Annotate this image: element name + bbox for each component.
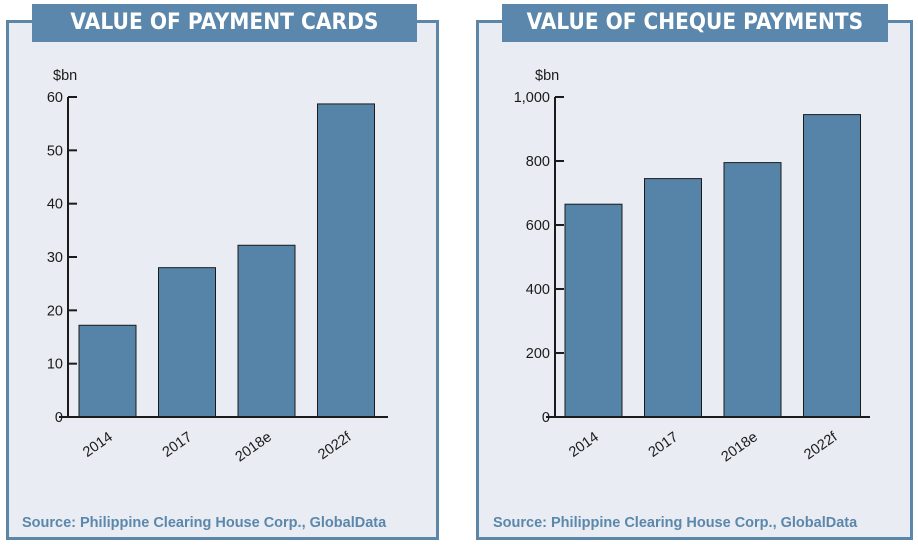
- y-axis-unit-label-cards: $bn: [53, 68, 77, 84]
- bar-cards-2017: [158, 267, 216, 418]
- y-tick-label-cheques-800: 800: [526, 154, 550, 170]
- bar-cards-2022f: [317, 103, 375, 418]
- y-tick-label-cheques-200: 200: [526, 346, 550, 362]
- y-tick-label-cheques-400: 400: [526, 282, 550, 298]
- y-tick-label-cheques-0: 0: [542, 410, 550, 426]
- bar-cards-2014: [78, 324, 137, 418]
- y-tick-label-cards-40: 40: [47, 197, 63, 213]
- bar-cards-2018e: [237, 244, 296, 418]
- y-tick-label-cards-50: 50: [47, 143, 63, 159]
- chart-title-cheque-payments: VALUE OF CHEQUE PAYMENTS: [502, 4, 888, 42]
- source-note-cheque-payments: Source: Philippine Clearing House Corp.,…: [493, 515, 858, 531]
- x-tick-label-cards-2017: 2017: [160, 429, 196, 461]
- bar-cheques-2018e: [723, 162, 782, 418]
- y-tick-label-cards-60: 60: [47, 90, 63, 106]
- y-tick-label-cheques-1,000: 1,000: [514, 90, 550, 106]
- bar-cheques-2014: [564, 203, 623, 418]
- y-tick-label-cards-0: 0: [55, 410, 63, 426]
- y-tick-label-cards-20: 20: [47, 303, 63, 319]
- x-tick-label-cards-2014: 2014: [80, 429, 116, 461]
- x-tick-label-cards-2018e: 2018e: [233, 429, 275, 465]
- x-tick-label-cards-2022f: 2022f: [315, 429, 355, 463]
- x-tick-label-cheques-2018e: 2018e: [719, 429, 761, 465]
- bar-cheques-2022f: [803, 114, 861, 418]
- bar-cheques-2017: [644, 178, 702, 418]
- x-tick-label-cheques-2022f: 2022f: [801, 429, 841, 463]
- y-tick-label-cards-10: 10: [47, 357, 63, 373]
- x-tick-label-cheques-2017: 2017: [646, 429, 682, 461]
- y-tick-label-cheques-600: 600: [526, 218, 550, 234]
- source-note-payment-cards: Source: Philippine Clearing House Corp.,…: [22, 515, 387, 531]
- x-tick-label-cheques-2014: 2014: [566, 429, 602, 461]
- y-tick-label-cards-30: 30: [47, 250, 63, 266]
- chart-title-payment-cards: VALUE OF PAYMENT CARDS: [32, 4, 417, 42]
- y-axis-unit-label-cheques: $bn: [535, 68, 559, 84]
